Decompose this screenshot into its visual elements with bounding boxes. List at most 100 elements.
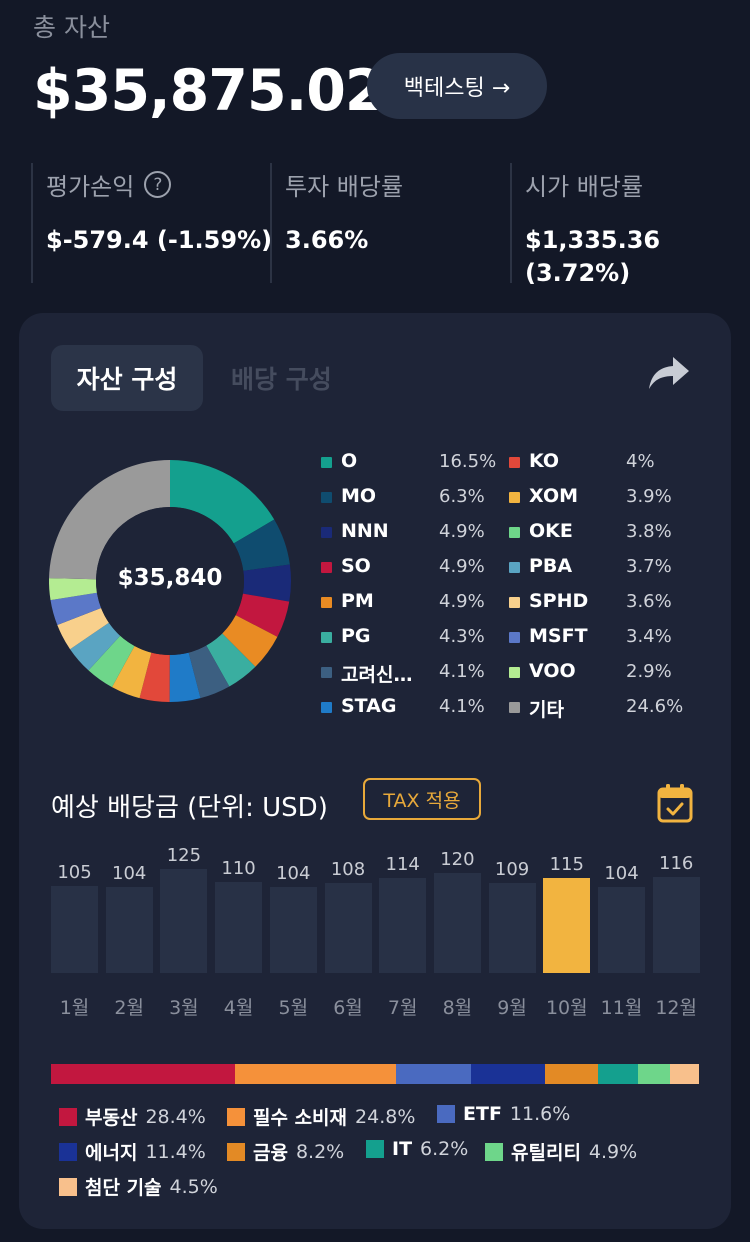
bar-3월[interactable] [160, 869, 208, 973]
legend-item: PG 4.3% [321, 623, 521, 651]
legend-name: MO [341, 485, 377, 507]
bar-value-label: 114 [385, 854, 420, 876]
stat-unrealized-pnl: 평가손익 ? $-579.4 (-1.59%) [31, 163, 272, 283]
sector-legend-item: 유틸리티 4.9% [485, 1138, 637, 1165]
bar-1월[interactable] [51, 885, 98, 973]
legend-swatch [321, 456, 332, 468]
legend-name: PG [341, 625, 371, 647]
legend-name: 기타 [529, 699, 564, 721]
sector-segment [395, 1064, 471, 1084]
legend-swatch [509, 456, 520, 468]
sector-percent: 6.2% [420, 1138, 469, 1160]
legend-item: KO 4% [509, 448, 709, 476]
stat-investment-yield: 투자 배당률 3.66% [270, 163, 403, 283]
legend-swatch [321, 701, 332, 713]
legend-percent: 3.8% [626, 521, 672, 542]
month-tick-label: 8월 [442, 997, 473, 1019]
donut-slice [188, 645, 230, 699]
bar-12월[interactable] [652, 876, 700, 973]
stat-value: 3.66% [285, 226, 369, 254]
legend-name: MSFT [529, 625, 588, 647]
legend-percent: 3.9% [626, 486, 672, 507]
bar-6월[interactable] [324, 883, 372, 973]
sector-name: IT [392, 1138, 413, 1160]
legend-item: O 16.5% [321, 448, 521, 476]
legend-swatch [321, 596, 332, 608]
bar-2월[interactable] [105, 886, 153, 973]
bar-value-label: 104 [276, 862, 311, 884]
legend-name: KO [529, 450, 560, 472]
stat-market-yield: 시가 배당률 $1,335.36 (3.72%) [510, 163, 660, 287]
sector-segment [544, 1064, 598, 1084]
legend-name: XOM [529, 485, 579, 507]
sector-segment [597, 1064, 639, 1084]
legend-percent: 2.9% [626, 661, 672, 682]
legend-percent: 4.9% [439, 591, 485, 612]
sector-segment [470, 1064, 545, 1084]
total-assets-label: 총 자산 [33, 13, 110, 42]
tab-asset-composition[interactable]: 자산 구성 [51, 345, 203, 411]
legend-percent: 4.1% [439, 696, 485, 717]
donut-slice [235, 593, 290, 637]
legend-item: PBA 3.7% [509, 553, 709, 581]
stat-value: $-579.4 (-1.59%) [46, 226, 273, 254]
legend-swatch [321, 491, 332, 503]
legend-name: OKE [529, 520, 573, 542]
legend-percent: 3.4% [626, 626, 672, 647]
legend-item: MO 6.3% [321, 483, 521, 511]
legend-item: 고려신용정보 4.1% [321, 658, 521, 686]
sector-legend-item: 에너지 11.4% [59, 1138, 206, 1165]
calendar-check-icon[interactable] [657, 783, 693, 823]
legend-item: 기타 24.6% [509, 693, 709, 721]
legend-swatch [509, 666, 520, 678]
backtest-button[interactable]: 백테스팅 → [367, 53, 547, 119]
sector-segment [235, 1064, 396, 1084]
bar-9월[interactable] [488, 882, 536, 973]
legend-swatch [321, 631, 332, 643]
sector-percent: 8.2% [295, 1140, 345, 1163]
donut-slice [111, 645, 152, 699]
legend-swatch [321, 526, 332, 538]
dividend-section-title: 예상 배당금 (단위: USD) [51, 793, 328, 823]
donut-slice [49, 460, 170, 580]
sector-legend-item: 필수 소비재 24.8% [227, 1103, 415, 1130]
bar-5월[interactable] [269, 886, 317, 973]
donut-hole [96, 507, 244, 655]
sector-percent: 11.4% [145, 1140, 206, 1163]
sector-swatch [485, 1142, 503, 1161]
question-circle-icon[interactable]: ? [144, 171, 172, 198]
legend-item: STAG 4.1% [321, 693, 521, 721]
bar-value-label: 109 [494, 858, 530, 880]
sector-swatch [437, 1105, 455, 1123]
bar-11월[interactable] [598, 886, 645, 973]
legend-percent: 6.3% [439, 486, 485, 507]
legend-name: STAG [341, 695, 397, 717]
bar-value-label: 116 [659, 852, 694, 874]
share-arrow-icon[interactable] [647, 353, 691, 393]
month-tick-label: 9월 [497, 997, 527, 1019]
stats-row: 평가손익 ? $-579.4 (-1.59%) 투자 배당률 3.66% 시가 … [0, 163, 750, 287]
legend-swatch [321, 561, 332, 573]
sector-name: 유틸리티 [511, 1142, 581, 1164]
legend-percent: 16.5% [439, 451, 497, 472]
sector-segment [638, 1064, 670, 1084]
tab-dividend-composition[interactable]: 배당 구성 [231, 365, 332, 394]
sector-legend-item: 부동산 28.4% [59, 1103, 206, 1130]
tax-toggle-button[interactable]: TAX 적용 [363, 778, 481, 820]
bar-value-label: 115 [549, 853, 584, 875]
legend-name: PBA [529, 555, 573, 577]
sector-swatch [366, 1140, 384, 1158]
donut-slice [49, 578, 97, 601]
legend-percent: 24.6% [626, 696, 684, 717]
bar-4월[interactable] [215, 881, 263, 973]
sector-name: 부동산 [85, 1107, 138, 1129]
legend-swatch [509, 561, 520, 573]
donut-slice [57, 607, 109, 650]
allocation-donut-chart [49, 460, 291, 702]
bar-10월[interactable] [543, 877, 591, 973]
bar-8월[interactable] [433, 873, 481, 973]
bar-value-label: 105 [57, 861, 92, 883]
bar-7월[interactable] [379, 878, 427, 973]
sector-name: 첨단 기술 [85, 1177, 162, 1199]
sector-segment [669, 1064, 699, 1084]
